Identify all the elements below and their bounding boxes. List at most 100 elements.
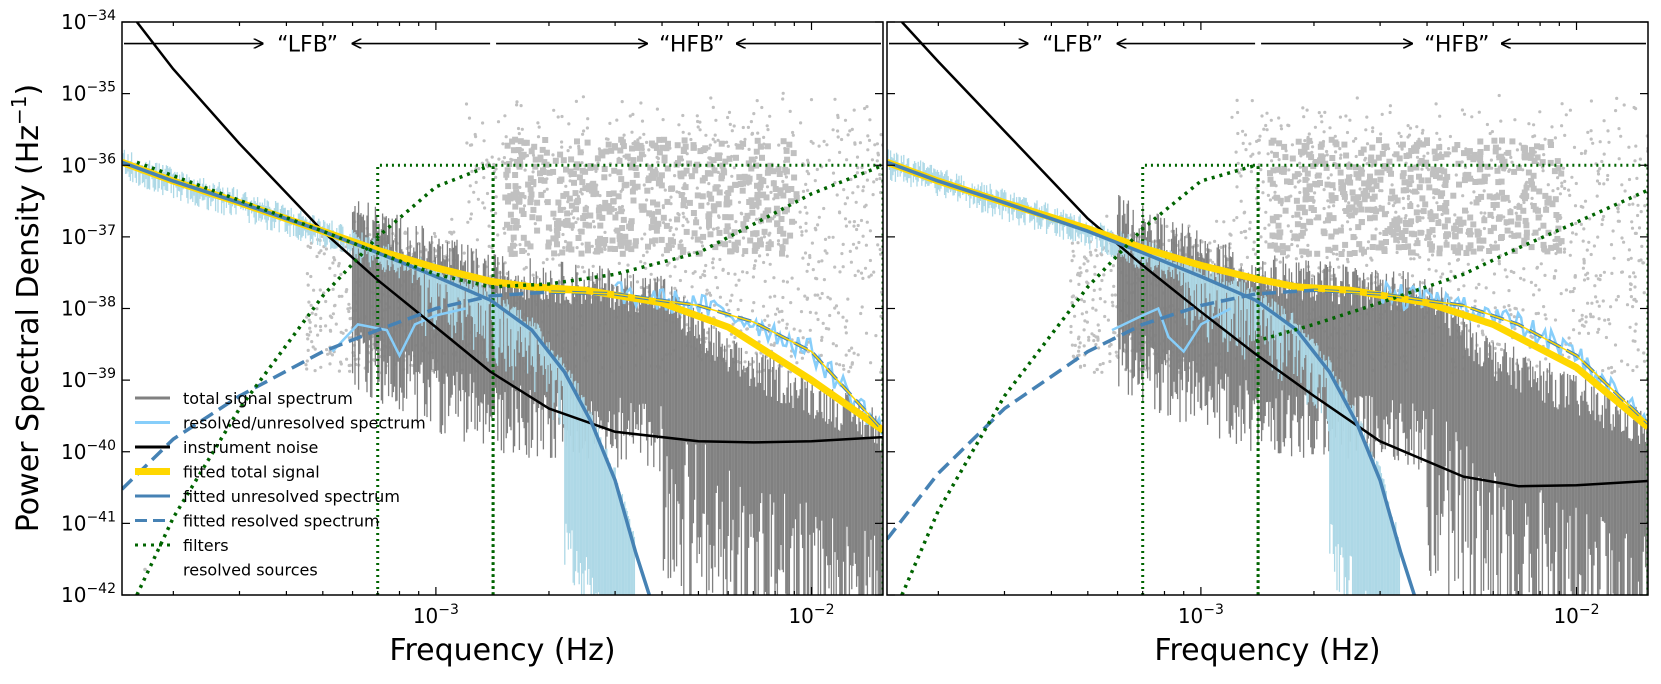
resolved-source-point xyxy=(501,160,505,164)
resolved-source-point xyxy=(1568,290,1573,294)
resolved-source-point xyxy=(1522,200,1526,205)
resolved-source-point xyxy=(306,283,310,287)
resolved-source-point xyxy=(1628,325,1632,329)
resolved-source-point xyxy=(1369,144,1376,151)
resolved-source-point xyxy=(603,148,610,155)
resolved-source-point xyxy=(859,311,863,316)
resolved-source-point xyxy=(1386,158,1393,165)
resolved-source-point xyxy=(733,335,737,340)
resolved-source-point xyxy=(1236,161,1240,165)
resolved-source-point xyxy=(469,217,473,221)
resolved-source-point xyxy=(574,220,578,224)
resolved-source-point xyxy=(848,129,852,133)
resolved-source-point xyxy=(566,241,573,248)
resolved-source-point xyxy=(450,217,454,221)
resolved-source-point xyxy=(1588,217,1592,221)
resolved-source-point xyxy=(1236,110,1240,115)
resolved-source-point xyxy=(1563,179,1567,183)
resolved-source-point xyxy=(1558,238,1565,245)
resolved-source-point xyxy=(837,210,842,214)
resolved-source-point xyxy=(1319,114,1323,118)
resolved-source-point xyxy=(1427,210,1434,217)
resolved-source-point xyxy=(1440,212,1444,217)
resolved-source-point xyxy=(580,215,587,222)
resolved-source-point xyxy=(1279,214,1283,218)
resolved-source-point xyxy=(568,145,572,149)
resolved-source-point xyxy=(792,327,796,331)
resolved-source-point xyxy=(626,223,633,230)
resolved-source-point xyxy=(1594,295,1598,299)
resolved-source-point xyxy=(766,216,772,223)
resolved-source-point xyxy=(319,328,323,332)
resolved-source-point xyxy=(640,119,645,123)
resolved-source-point xyxy=(727,110,732,114)
resolved-source-point xyxy=(1510,160,1514,164)
resolved-source-point xyxy=(1078,341,1082,345)
resolved-source-point xyxy=(576,265,580,269)
resolved-source-point xyxy=(1276,233,1283,240)
resolved-source-point xyxy=(1325,149,1329,154)
resolved-source-point xyxy=(464,102,469,106)
resolved-source-point xyxy=(844,353,848,357)
resolved-source-point xyxy=(1085,269,1089,273)
resolved-source-point xyxy=(477,167,481,171)
resolved-source-point xyxy=(836,135,840,139)
resolved-source-point xyxy=(834,304,839,308)
resolved-source-point xyxy=(710,157,717,164)
resolved-source-point xyxy=(1527,154,1534,161)
resolved-source-point xyxy=(833,265,837,269)
resolved-source-point xyxy=(606,208,613,215)
resolved-source-point xyxy=(1230,115,1234,119)
resolved-source-point xyxy=(1070,343,1074,347)
resolved-source-point xyxy=(750,131,755,135)
resolved-source-point xyxy=(799,310,804,314)
resolved-source-point xyxy=(1622,103,1626,107)
resolved-source-point xyxy=(1574,232,1578,236)
resolved-source-point xyxy=(496,120,501,124)
resolved-source-point xyxy=(801,189,806,193)
resolved-source-point xyxy=(490,246,494,250)
resolved-source-point xyxy=(1492,207,1496,211)
resolved-source-point xyxy=(1541,245,1548,252)
resolved-source-point xyxy=(1550,125,1554,129)
resolved-source-point xyxy=(1085,310,1089,314)
resolved-source-point xyxy=(333,273,337,278)
resolved-source-point xyxy=(1537,227,1541,231)
resolved-source-point xyxy=(740,140,747,147)
resolved-source-point xyxy=(1265,111,1269,115)
resolved-source-point xyxy=(313,347,317,351)
resolved-source-point xyxy=(1552,196,1559,203)
resolved-source-point xyxy=(1596,172,1601,176)
resolved-source-point xyxy=(602,237,609,243)
resolved-source-point xyxy=(817,215,821,219)
resolved-source-point xyxy=(1484,163,1491,170)
resolved-source-point xyxy=(804,229,808,233)
resolved-source-point xyxy=(1417,137,1421,141)
resolved-source-point xyxy=(1534,154,1541,161)
resolved-source-point xyxy=(1294,211,1301,218)
resolved-source-point xyxy=(846,297,850,301)
resolved-source-point xyxy=(783,147,790,154)
resolved-source-point xyxy=(1301,148,1308,155)
resolved-source-point xyxy=(586,117,590,121)
resolved-source-point xyxy=(690,236,694,240)
resolved-source-point xyxy=(1522,267,1526,271)
resolved-source-point xyxy=(1084,257,1088,261)
resolved-source-point xyxy=(620,143,627,150)
resolved-source-point xyxy=(603,230,607,234)
resolved-source-point xyxy=(876,153,881,157)
resolved-source-point xyxy=(1412,257,1416,261)
resolved-source-point xyxy=(739,298,743,302)
resolved-source-point xyxy=(856,269,860,273)
resolved-source-point xyxy=(1365,115,1369,119)
resolved-source-point xyxy=(777,190,784,196)
resolved-source-point xyxy=(1284,178,1290,185)
resolved-source-point xyxy=(740,180,747,187)
resolved-source-point xyxy=(1616,219,1620,223)
resolved-source-point xyxy=(1631,339,1635,343)
resolved-source-point xyxy=(642,132,646,136)
resolved-source-point xyxy=(833,306,837,310)
resolved-source-point xyxy=(1332,187,1337,191)
resolved-source-point xyxy=(324,299,328,304)
resolved-source-point xyxy=(1523,184,1530,191)
